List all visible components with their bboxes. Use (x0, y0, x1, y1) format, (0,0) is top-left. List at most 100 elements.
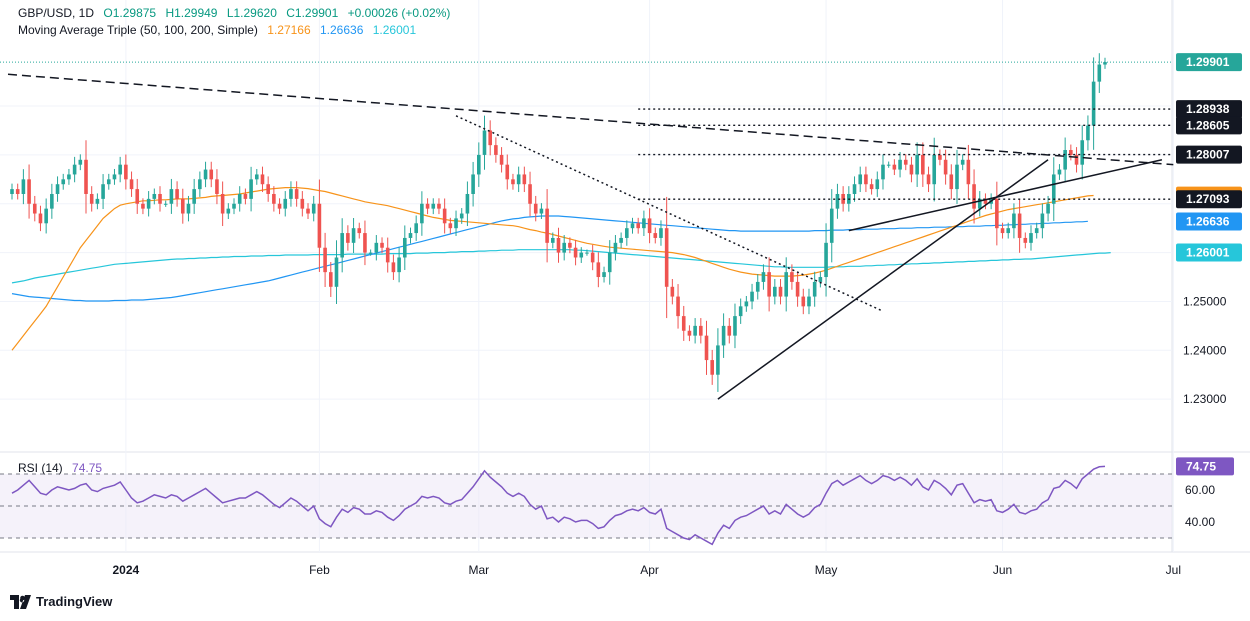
candle-body (209, 169, 214, 180)
candle-body (1012, 213, 1016, 229)
candle-body (898, 159, 902, 170)
candle-body (266, 184, 270, 194)
level-badge-bg (1176, 145, 1242, 164)
candle-body (744, 301, 749, 307)
ma-indicator-label[interactable]: Moving Average Triple (50, 100, 200, Sim… (18, 23, 258, 37)
close-value: C1.29901 (286, 6, 339, 20)
candle-body (1000, 228, 1005, 234)
candle-body (21, 179, 26, 194)
candle-body (801, 296, 806, 307)
candle-body (1051, 174, 1056, 204)
candle-body (232, 203, 236, 209)
candle-body (909, 164, 914, 175)
candle-body (613, 242, 618, 253)
candle-body (374, 242, 379, 253)
price-tick-label: 1.23000 (1183, 392, 1227, 406)
candle-body (254, 174, 259, 180)
level-badge-bg (1176, 190, 1242, 209)
candle-body (397, 257, 401, 273)
candle-body (471, 174, 475, 194)
ma50-value: 1.27166 (267, 23, 311, 37)
candle-body (858, 174, 863, 185)
candle-body (1097, 64, 1102, 82)
symbol-label[interactable]: GBP/USD, 1D (18, 6, 95, 20)
candle-body (363, 233, 367, 253)
candle-body (1063, 150, 1067, 170)
level-badge-bg (1176, 100, 1242, 119)
candle-body (829, 208, 834, 243)
candle-body (357, 228, 362, 234)
descending-trendline (7, 73, 1174, 166)
candle-body (590, 252, 595, 263)
candle-body (539, 208, 544, 214)
candle-body (773, 286, 777, 297)
candle-body (226, 208, 231, 214)
candle-body (750, 291, 754, 302)
candle-body (625, 228, 629, 238)
candle-body (340, 233, 344, 258)
candle-body (516, 174, 521, 185)
channel-trendline (848, 159, 1163, 232)
ma200-line (11, 249, 1111, 284)
candle-body (146, 198, 151, 209)
candle-body (960, 159, 965, 165)
rsi-tick-label: 40.00 (1185, 515, 1215, 529)
candle-body (755, 281, 760, 292)
candle-body (220, 193, 225, 214)
candle-body (442, 208, 447, 224)
candle-body (499, 154, 504, 165)
candle-body (448, 223, 453, 229)
candle-body (175, 189, 179, 199)
header-ma-line: Moving Average Triple (50, 100, 200, Sim… (18, 23, 422, 37)
price-tick-label: 1.25000 (1183, 294, 1227, 308)
candle-body (323, 247, 327, 273)
price-tick-label: 1.24000 (1183, 343, 1227, 357)
level-badge-bg (1176, 116, 1242, 135)
candle-body (926, 174, 931, 185)
candle-body (488, 130, 492, 146)
tradingview-logo[interactable]: TradingView (10, 594, 112, 609)
time-tick-label: 2024 (113, 563, 140, 577)
rsi-badge-bg (1176, 457, 1234, 476)
candle-body (607, 252, 612, 273)
candle-body (812, 281, 817, 297)
candle-body (158, 193, 162, 204)
candle-body (949, 174, 954, 190)
time-tick-label: Jul (1166, 563, 1181, 577)
candle-body (192, 189, 196, 204)
candle-body (835, 193, 840, 209)
candle-body (414, 223, 418, 234)
time-tick-label: Apr (640, 563, 659, 577)
level-badge: 1.28007 (1186, 148, 1230, 162)
candle-body (454, 218, 458, 229)
brand-label: TradingView (36, 594, 113, 609)
candle-body (795, 281, 800, 297)
candle-body (368, 252, 373, 254)
candle-body (733, 316, 737, 336)
open-value: O1.29875 (103, 6, 157, 20)
candle-body (163, 203, 168, 205)
candle-body (653, 233, 658, 238)
last-price-badge-bg (1176, 53, 1242, 72)
candle-body (380, 242, 384, 248)
candle-body (1091, 81, 1096, 126)
candle-body (721, 325, 726, 346)
candle-body (334, 257, 339, 287)
candle-body (129, 179, 134, 190)
candle-body (824, 242, 828, 278)
candle-body (27, 179, 31, 204)
candle-body (943, 159, 948, 175)
candle-body (738, 306, 743, 317)
candle-body (528, 184, 532, 204)
candle-body (89, 193, 94, 204)
candle-body (921, 154, 925, 175)
candle-body (124, 164, 128, 180)
candle-body (1034, 228, 1039, 234)
candle-body (459, 213, 464, 219)
header-rsi-line: RSI (14) 74.75 (18, 461, 108, 475)
candle-body (579, 252, 584, 258)
candle-body (437, 203, 441, 209)
rsi-indicator-label[interactable]: RSI (14) (18, 461, 63, 475)
candle-body (198, 179, 202, 190)
candle-body (1080, 140, 1085, 165)
